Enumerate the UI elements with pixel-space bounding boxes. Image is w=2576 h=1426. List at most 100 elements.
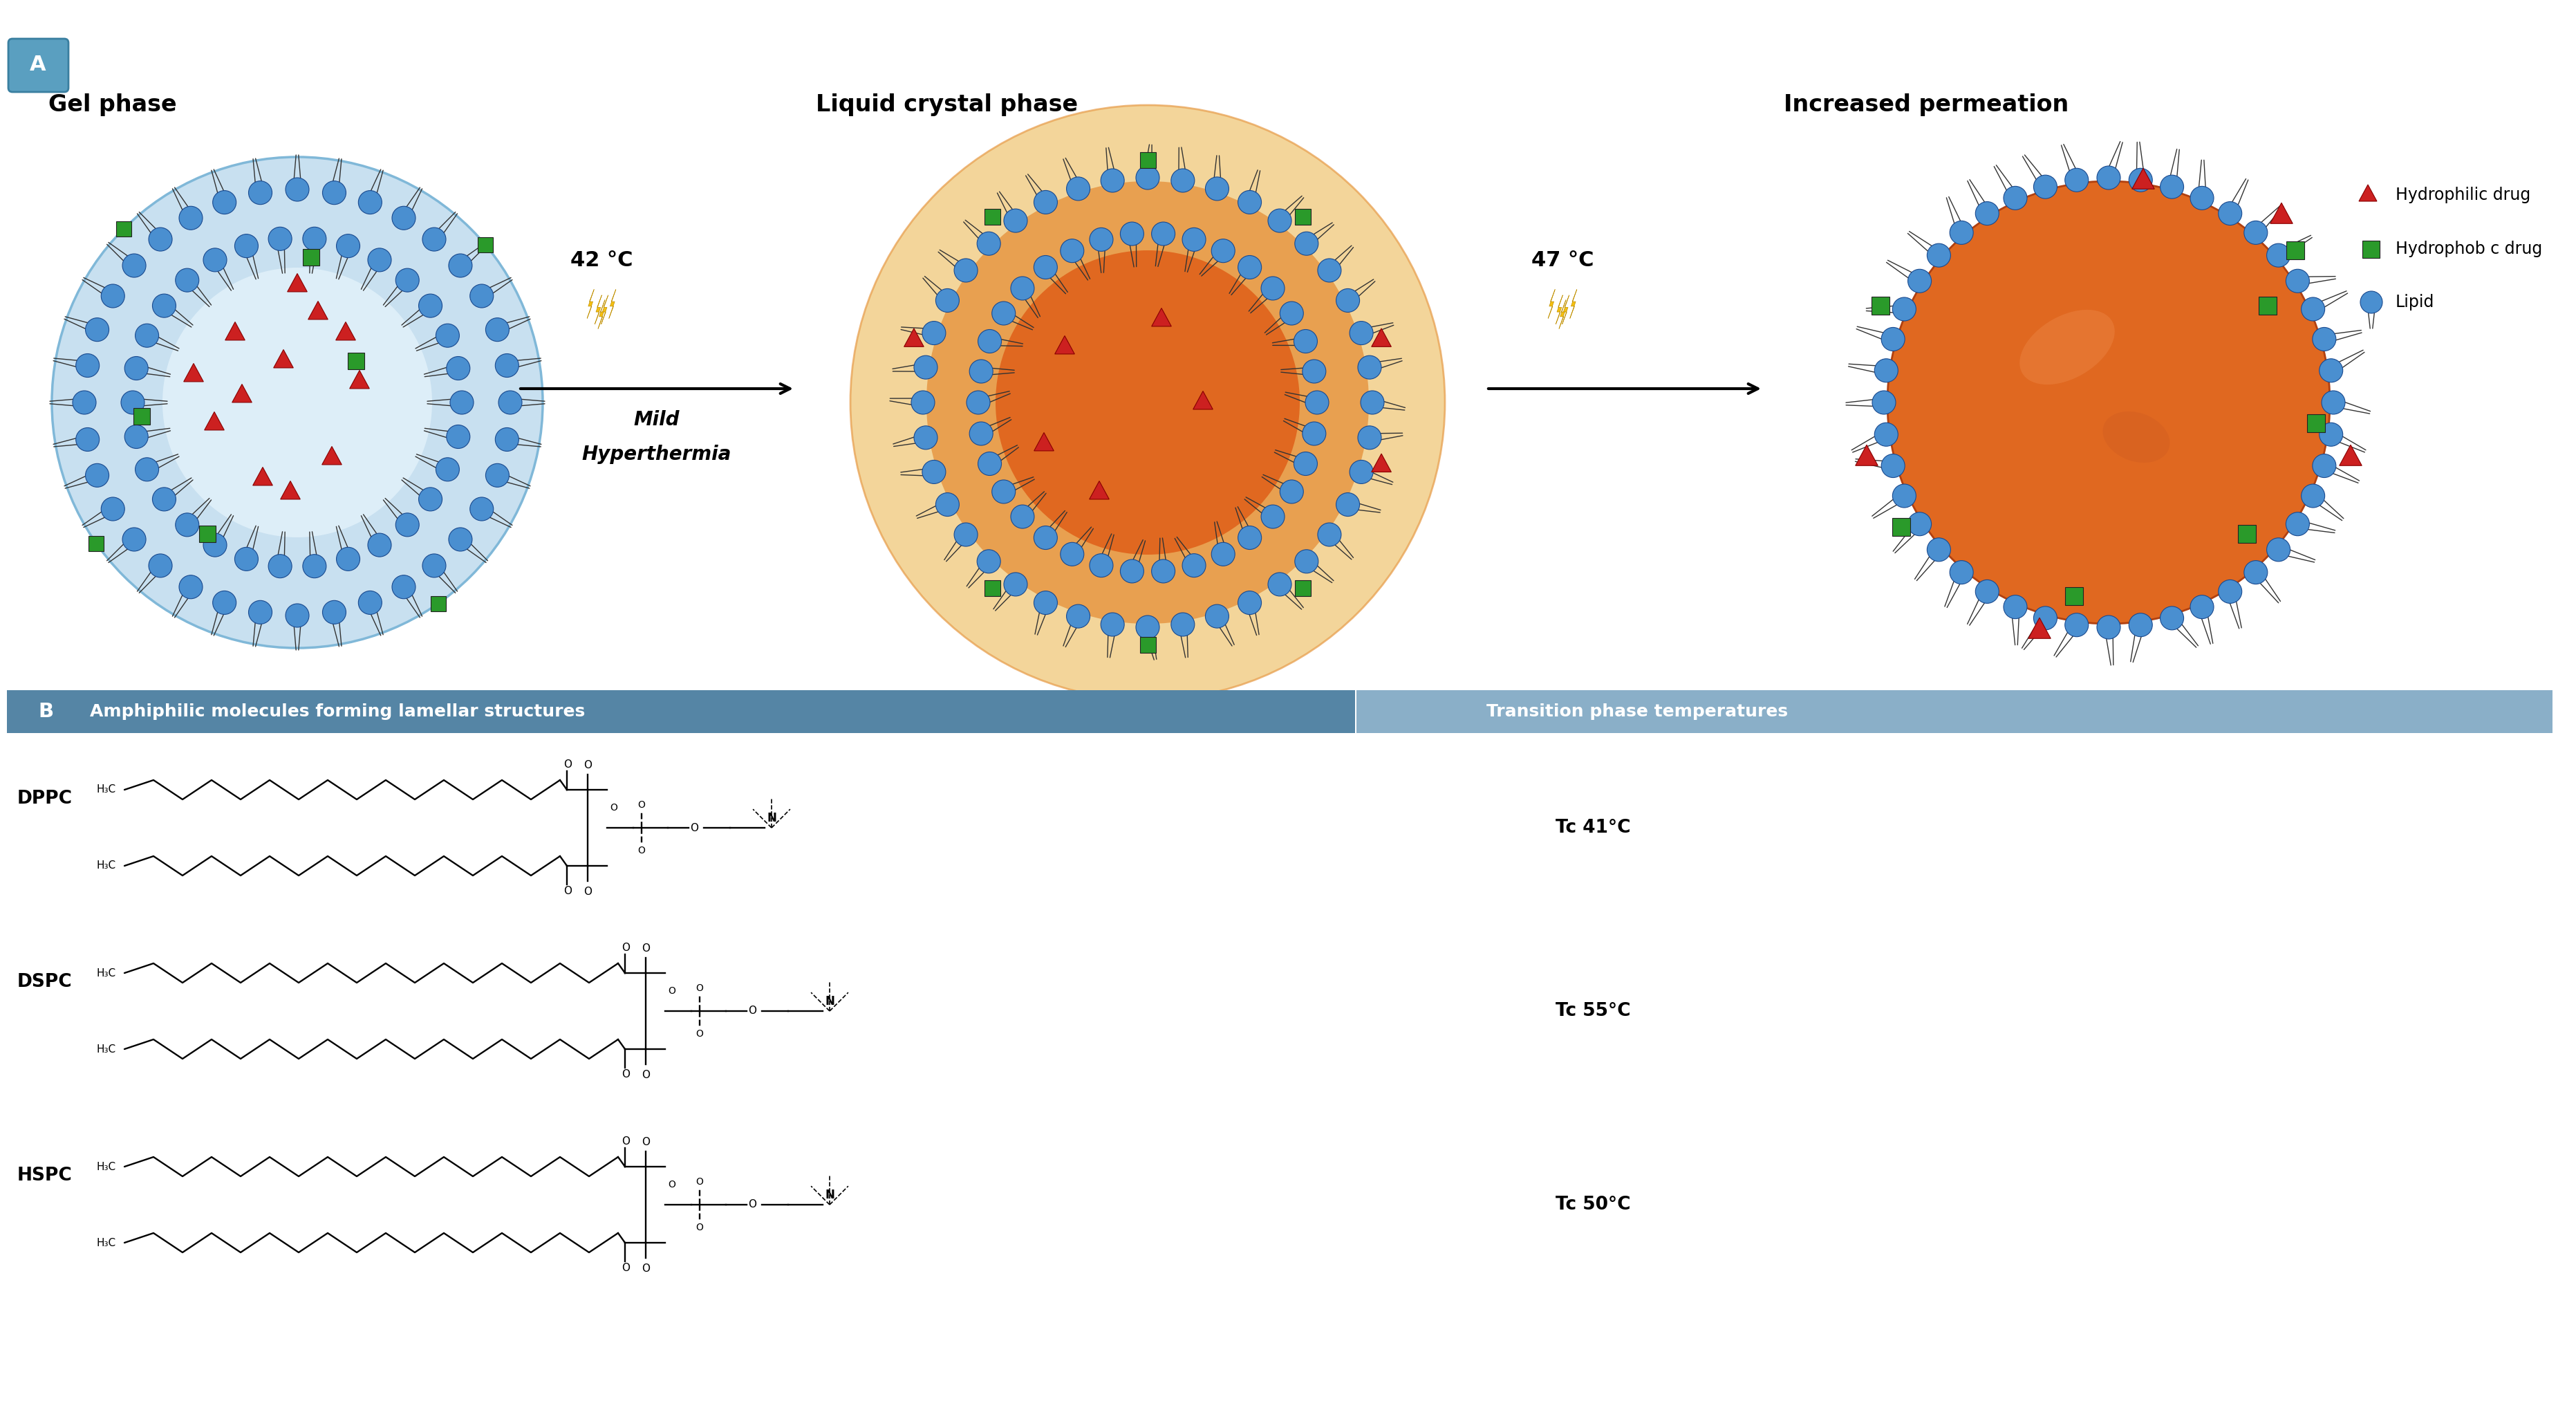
Polygon shape bbox=[587, 289, 595, 318]
Circle shape bbox=[247, 600, 273, 625]
Circle shape bbox=[2032, 606, 2058, 630]
Circle shape bbox=[469, 284, 495, 308]
Text: Hydrophilic drug: Hydrophilic drug bbox=[2396, 187, 2530, 204]
Circle shape bbox=[1909, 512, 1932, 536]
Text: H₃C: H₃C bbox=[98, 1162, 116, 1172]
Circle shape bbox=[2218, 580, 2241, 603]
Bar bbox=[430, 596, 446, 612]
Circle shape bbox=[1151, 559, 1175, 583]
Circle shape bbox=[1066, 605, 1090, 627]
Text: O: O bbox=[690, 823, 698, 833]
Circle shape bbox=[1121, 559, 1144, 583]
Circle shape bbox=[1893, 483, 1917, 508]
Circle shape bbox=[1061, 542, 1084, 566]
Circle shape bbox=[2300, 483, 2324, 508]
Circle shape bbox=[976, 549, 999, 573]
Circle shape bbox=[2318, 422, 2342, 446]
Polygon shape bbox=[350, 371, 368, 389]
Circle shape bbox=[1306, 391, 1329, 414]
Circle shape bbox=[1319, 258, 1342, 282]
Circle shape bbox=[2097, 616, 2120, 639]
Bar bbox=[116, 221, 131, 237]
Circle shape bbox=[927, 181, 1368, 623]
Polygon shape bbox=[224, 322, 245, 341]
Bar bbox=[2308, 414, 2326, 432]
Circle shape bbox=[1206, 605, 1229, 627]
Circle shape bbox=[322, 600, 345, 625]
Bar bbox=[1296, 580, 1311, 596]
Circle shape bbox=[1267, 573, 1291, 596]
Circle shape bbox=[1090, 228, 1113, 251]
Circle shape bbox=[922, 321, 945, 345]
Circle shape bbox=[914, 355, 938, 379]
Text: O: O bbox=[585, 887, 592, 897]
Polygon shape bbox=[2027, 617, 2050, 639]
Circle shape bbox=[2066, 613, 2089, 637]
Text: O: O bbox=[641, 943, 649, 954]
Circle shape bbox=[1010, 505, 1033, 529]
Circle shape bbox=[1293, 452, 1316, 475]
Circle shape bbox=[1296, 232, 1319, 255]
Text: O: O bbox=[639, 800, 647, 810]
Text: O: O bbox=[621, 1263, 629, 1273]
Circle shape bbox=[422, 553, 446, 578]
Text: O: O bbox=[696, 1030, 703, 1038]
Circle shape bbox=[1172, 613, 1195, 636]
Text: H₃C: H₃C bbox=[98, 968, 116, 978]
Circle shape bbox=[134, 324, 160, 348]
Circle shape bbox=[2313, 328, 2336, 351]
Polygon shape bbox=[1054, 335, 1074, 354]
Circle shape bbox=[149, 553, 173, 578]
Text: O: O bbox=[621, 1137, 629, 1147]
Bar bbox=[2239, 525, 2257, 543]
Circle shape bbox=[175, 268, 198, 292]
Text: DSPC: DSPC bbox=[18, 973, 72, 991]
Circle shape bbox=[180, 207, 204, 230]
Circle shape bbox=[1010, 277, 1033, 299]
Circle shape bbox=[1182, 553, 1206, 578]
Circle shape bbox=[1100, 168, 1123, 193]
Text: Lipid: Lipid bbox=[2396, 294, 2434, 311]
Text: N: N bbox=[824, 1189, 835, 1201]
Circle shape bbox=[1875, 359, 1899, 382]
Circle shape bbox=[100, 284, 124, 308]
Circle shape bbox=[487, 318, 510, 341]
FancyBboxPatch shape bbox=[8, 39, 70, 93]
Circle shape bbox=[495, 354, 518, 378]
Circle shape bbox=[953, 258, 979, 282]
Circle shape bbox=[500, 391, 523, 414]
Text: O: O bbox=[747, 1199, 757, 1209]
Circle shape bbox=[2360, 291, 2383, 314]
Circle shape bbox=[1909, 270, 1932, 292]
Circle shape bbox=[1358, 426, 1381, 449]
Circle shape bbox=[2097, 165, 2120, 190]
Text: O: O bbox=[611, 803, 618, 813]
Circle shape bbox=[124, 528, 147, 552]
Circle shape bbox=[1976, 580, 1999, 603]
Text: O: O bbox=[641, 1137, 649, 1148]
Text: O: O bbox=[564, 759, 572, 770]
Circle shape bbox=[392, 207, 415, 230]
Circle shape bbox=[2300, 298, 2324, 321]
Circle shape bbox=[72, 391, 95, 414]
Circle shape bbox=[121, 391, 144, 414]
Circle shape bbox=[446, 356, 469, 379]
Circle shape bbox=[247, 181, 273, 204]
Polygon shape bbox=[904, 328, 925, 347]
Polygon shape bbox=[1151, 308, 1172, 327]
Circle shape bbox=[1893, 298, 1917, 321]
Bar bbox=[2362, 241, 2380, 258]
Circle shape bbox=[435, 324, 459, 348]
Text: Liquid crystal phase: Liquid crystal phase bbox=[817, 94, 1077, 117]
Circle shape bbox=[322, 181, 345, 204]
Circle shape bbox=[2244, 221, 2267, 244]
Circle shape bbox=[922, 461, 945, 483]
Circle shape bbox=[2267, 244, 2290, 267]
Circle shape bbox=[162, 268, 433, 538]
Circle shape bbox=[1100, 613, 1123, 636]
Text: Hydrophob c drug: Hydrophob c drug bbox=[2396, 241, 2543, 257]
Circle shape bbox=[1358, 355, 1381, 379]
Circle shape bbox=[1950, 560, 1973, 585]
Polygon shape bbox=[2269, 202, 2293, 224]
Bar bbox=[1358, 690, 2553, 733]
